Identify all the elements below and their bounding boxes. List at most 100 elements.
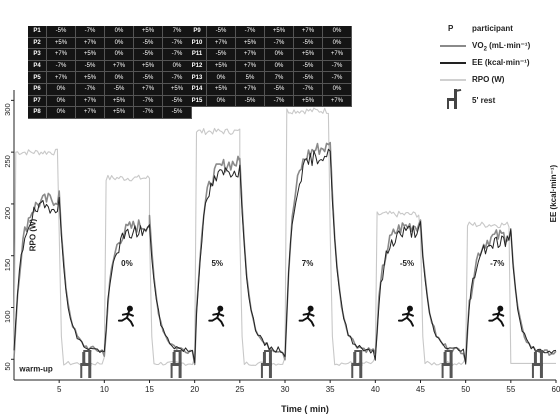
table-cell: -5% bbox=[293, 37, 323, 50]
runner-icon bbox=[117, 305, 134, 327]
table-cell: -5% bbox=[293, 71, 323, 84]
table-cell: +7% bbox=[206, 37, 236, 50]
series-lines bbox=[13, 107, 557, 366]
table-cell: -5% bbox=[235, 95, 265, 108]
table-cell: -5% bbox=[75, 60, 105, 73]
table-cell: +5% bbox=[104, 106, 134, 119]
x-tick-label: 5 bbox=[57, 385, 62, 394]
chair-icon bbox=[351, 350, 363, 378]
table-cell: -7% bbox=[322, 60, 352, 73]
x-axis-title: Time ( min) bbox=[281, 404, 329, 414]
table-cell: +7% bbox=[322, 48, 352, 61]
x-tick-label: 45 bbox=[416, 385, 425, 394]
table-cell: -7% bbox=[235, 26, 265, 38]
participant-id: P1 bbox=[28, 26, 47, 38]
table-row: P1 -5% -7% 0% +5% 7% bbox=[28, 26, 192, 38]
table-row: P6 0% -7% -5% +7% +5% bbox=[28, 83, 192, 96]
table-cell: 0% bbox=[104, 48, 134, 61]
x-tick-label: 35 bbox=[326, 385, 335, 394]
y2-axis-title: EE (kcal·min⁻¹) bbox=[549, 164, 558, 222]
table-cell: 0% bbox=[104, 26, 134, 38]
table-cell: 0% bbox=[46, 83, 76, 96]
table-cell: +7% bbox=[104, 60, 134, 73]
participant-id: P14 bbox=[188, 83, 207, 96]
legend-participant: P participant bbox=[448, 24, 513, 33]
axes: 50 100 150 200 250 300 5 10 15 20 25 30 35 40 45 50 55 60… bbox=[3, 90, 560, 414]
stage-label: 0% bbox=[121, 259, 133, 268]
legend: P participant VO2 (mL·min⁻¹) EE (kcal·mi… bbox=[440, 22, 558, 112]
table-cell: 0% bbox=[322, 83, 352, 96]
table-cell: -7% bbox=[75, 26, 105, 38]
runner-icon bbox=[208, 305, 225, 327]
chair-icon bbox=[447, 88, 462, 109]
table-row: P12 +5% +7% 0% -5% -7% bbox=[188, 60, 352, 73]
table-row: P15 0% -5% -7% +5% +7% bbox=[188, 95, 352, 108]
participant-id: P5 bbox=[28, 71, 47, 84]
warmup-label: warm-up bbox=[18, 365, 52, 374]
participant-table-left: P1 -5% -7% 0% +5% 7% P2 +5% +7% 0% -5% -7% P3 +7% +5% 0… bbox=[28, 26, 192, 119]
participant-id: P9 bbox=[188, 26, 207, 38]
legend-ee: EE (kcal·min⁻¹) bbox=[440, 56, 558, 73]
x-tick-label: 50 bbox=[461, 385, 470, 394]
legend-ee-key bbox=[440, 62, 466, 64]
y-tick-label: 250 bbox=[3, 155, 12, 168]
table-cell: -5% bbox=[206, 48, 236, 61]
participant-id: P10 bbox=[188, 37, 207, 50]
table-cell: +7% bbox=[235, 48, 265, 61]
table-cell: -5% bbox=[104, 83, 134, 96]
participant-id: P7 bbox=[28, 95, 47, 108]
table-cell: +5% bbox=[75, 48, 105, 61]
table-cell: -5% bbox=[162, 106, 192, 119]
participant-id: P6 bbox=[28, 83, 47, 96]
x-tick-label: 40 bbox=[371, 385, 380, 394]
table-cell: +7% bbox=[293, 26, 323, 38]
y-axis-title: RPO (W) bbox=[29, 218, 38, 251]
chair-icon bbox=[80, 350, 92, 378]
table-cell: +7% bbox=[75, 95, 105, 108]
table-row: P4 -7% -5% +7% +5% 0% bbox=[28, 60, 192, 73]
legend-rest: 5' rest bbox=[440, 88, 558, 112]
participant-id: P15 bbox=[188, 95, 207, 108]
participant-table-right: P9 -5% -7% +5% +7% 0% P10 +7% +5% -7% -5% 0% P11 -5% +… bbox=[188, 26, 352, 108]
table-cell: -5% bbox=[206, 26, 236, 38]
table-cell: +5% bbox=[206, 83, 236, 96]
chair-icon bbox=[170, 350, 182, 378]
table-row: P5 +7% +5% 0% -5% -7% bbox=[28, 71, 192, 84]
table-row: P7 0% +7% +5% -7% -5% bbox=[28, 95, 192, 108]
table-cell: -7% bbox=[264, 95, 294, 108]
table-cell: 0% bbox=[322, 26, 352, 38]
table-cell: 0% bbox=[46, 106, 76, 119]
x-tick-label: 60 bbox=[552, 385, 560, 394]
annotations: warm-up 0% 5% 7% -5% -7% bbox=[18, 259, 543, 378]
table-cell: 0% bbox=[206, 71, 236, 84]
participant-id: P12 bbox=[188, 60, 207, 73]
participant-id: P2 bbox=[28, 37, 47, 50]
table-cell: +7% bbox=[46, 48, 76, 61]
table-cell: -5% bbox=[46, 26, 76, 38]
table-cell: 0% bbox=[322, 37, 352, 50]
legend-rpo-key bbox=[440, 79, 466, 81]
table-cell: -7% bbox=[322, 71, 352, 84]
table-cell: +5% bbox=[133, 26, 163, 38]
table-cell: +7% bbox=[46, 71, 76, 84]
table-row: P8 0% +7% +5% -7% -5% bbox=[28, 106, 192, 119]
participant-id: P3 bbox=[28, 48, 47, 61]
table-cell: -5% bbox=[133, 71, 163, 84]
table-cell: -5% bbox=[133, 48, 163, 61]
table-cell: +5% bbox=[264, 26, 294, 38]
ee-line bbox=[13, 148, 557, 365]
rpo-line bbox=[13, 107, 556, 366]
y-tick-label: 100 bbox=[3, 311, 12, 324]
table-cell: -7% bbox=[293, 83, 323, 96]
y-tick-label: 50 bbox=[3, 362, 12, 370]
table-cell: +7% bbox=[75, 106, 105, 119]
table-cell: +5% bbox=[75, 71, 105, 84]
chair-icon bbox=[441, 350, 453, 378]
table-row: P11 -5% +7% 0% +5% +7% bbox=[188, 48, 352, 61]
chair-icon bbox=[260, 350, 272, 378]
runner-icon bbox=[298, 305, 315, 327]
x-tick-label: 55 bbox=[506, 385, 515, 394]
stage-label: -7% bbox=[490, 259, 504, 268]
table-cell: 5% bbox=[235, 71, 265, 84]
